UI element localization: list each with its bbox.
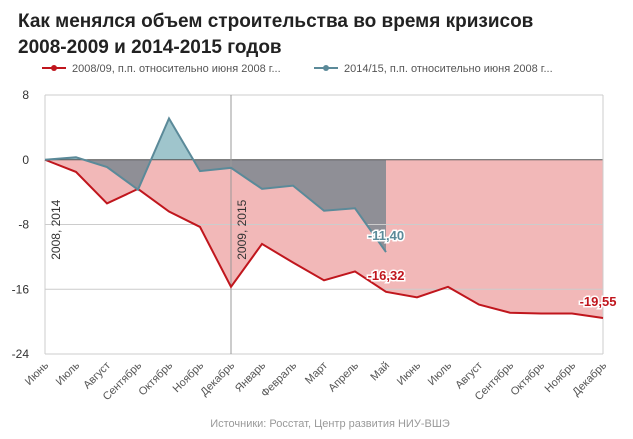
line: [44, 116, 387, 253]
chart-title: Как менялся объем строительства во время…: [18, 11, 533, 32]
x-tick-label: Октябрь: [508, 359, 547, 398]
legend-dot: [51, 65, 57, 71]
chart-title: 2008-2009 и 2014-2015 годов: [18, 37, 282, 58]
y-tick-label: -16: [12, 282, 30, 296]
y-tick-label: 8: [22, 88, 29, 102]
value-label: -11,40: [368, 228, 404, 243]
value-label: -16,32: [368, 268, 405, 283]
x-tick-label: Июль: [426, 359, 455, 388]
legend-label: 2014/15, п.п. относительно июня 2008 г..…: [344, 63, 553, 75]
value-label: -19,55: [580, 294, 617, 309]
x-tick-label: Июнь: [395, 359, 423, 387]
x-tick-label: Март: [303, 360, 330, 387]
y-tick-label: -8: [18, 218, 29, 232]
legend-dot: [323, 65, 329, 71]
legend-label: 2008/09, п.п. относительно июня 2008 г..…: [72, 63, 281, 75]
area: [45, 159, 603, 318]
y-tick-label: -24: [12, 347, 30, 361]
x-tick-label: Май: [368, 360, 392, 384]
annotation: 2009, 2015: [235, 199, 249, 259]
x-tick-label: Декабрь: [198, 359, 237, 398]
x-tick-label: Июль: [54, 359, 83, 388]
annotation: 2008, 2014: [49, 199, 63, 259]
y-tick-label: 0: [22, 153, 29, 167]
x-tick-label: Октябрь: [136, 359, 175, 398]
x-tick-label: Декабрь: [570, 359, 609, 398]
x-tick-label: Апрель: [326, 359, 361, 394]
source: Источники: Росстат, Центр развития НИУ-В…: [210, 418, 450, 430]
x-tick-label: Июнь: [23, 359, 51, 387]
